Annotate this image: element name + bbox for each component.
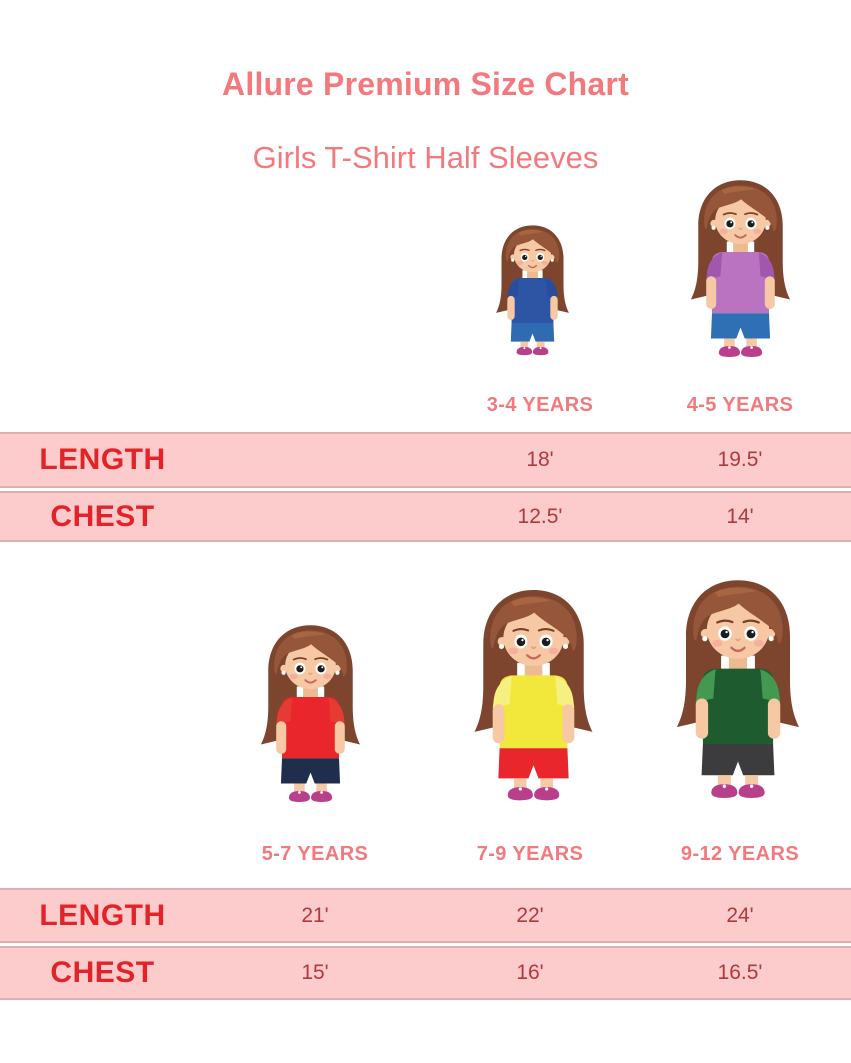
age-label-3-4-years: 3-4 YEARS <box>486 394 594 416</box>
length-value-5-7: 21' <box>301 903 329 927</box>
age-label-5-7-years: 5-7 YEARS <box>261 843 369 865</box>
girl-illustration-4-5-years <box>690 180 791 358</box>
page-title: Allure Premium Size Chart <box>222 66 629 102</box>
girl-illustration-5-7-years <box>260 625 361 803</box>
length-value-9-12: 24' <box>726 903 754 927</box>
length-label: LENGTH <box>39 898 166 932</box>
age-label-7-9-years: 7-9 YEARS <box>476 843 584 865</box>
chest-label: CHEST <box>50 499 155 533</box>
page-subtitle: Girls T-Shirt Half Sleeves <box>252 140 599 175</box>
length-label: LENGTH <box>39 443 166 476</box>
chest-value-5-7: 15' <box>301 961 329 984</box>
chest-value-3-4: 12.5' <box>517 504 563 528</box>
chest-value-4-5: 14' <box>726 504 754 528</box>
girl-illustration-9-12-years <box>676 580 800 798</box>
chest-value-9-12: 16.5' <box>717 961 763 984</box>
chest-row-bottom: CHEST 15' 16' 16.5' <box>0 946 851 1000</box>
length-value-4-5: 19.5' <box>717 448 763 471</box>
length-value-3-4: 18' <box>526 448 554 471</box>
age-label-9-12-years: 9-12 YEARS <box>680 843 800 865</box>
length-row-top: LENGTH 18' 19.5' <box>0 432 851 488</box>
length-row-bottom: LENGTH 21' 22' 24' <box>0 888 851 943</box>
length-value-7-9: 22' <box>516 903 544 927</box>
chest-label: CHEST <box>50 956 155 989</box>
chest-row-top: CHEST 12.5' 14' <box>0 491 851 542</box>
age-label-4-5-years: 4-5 YEARS <box>686 394 794 416</box>
girl-illustration-3-4-years <box>496 225 569 356</box>
girl-illustration-7-9-years <box>474 590 593 801</box>
chest-value-7-9: 16' <box>516 961 544 984</box>
